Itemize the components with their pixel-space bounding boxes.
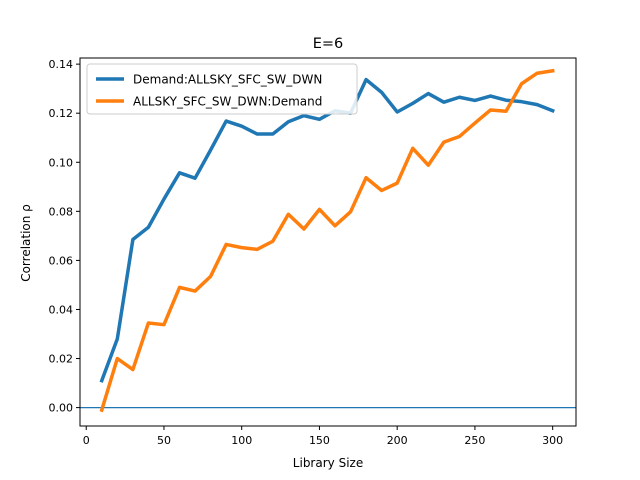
y-tick-label: 0.02 [49,353,74,366]
y-tick-label: 0.08 [49,205,74,218]
y-tick-label: 0.10 [49,156,74,169]
series-line-2 [99,68,555,413]
legend: Demand:ALLSKY_SFC_SW_DWN ALLSKY_SFC_SW_DW… [86,63,358,115]
series-line-1 [99,77,555,383]
x-tick-label: 250 [464,434,485,447]
x-tick-label: 150 [309,434,330,447]
x-tick-label: 100 [231,434,252,447]
x-tick-label: 200 [387,434,408,447]
x-tick-label: 0 [83,434,90,447]
y-axis-label: Correlation ρ [19,204,33,282]
x-tick-label: 300 [542,434,563,447]
x-axis-label: Library Size [293,456,363,470]
y-tick-label: 0.14 [49,58,74,71]
legend-label-1: Demand:ALLSKY_SFC_SW_DWN [133,73,322,87]
y-tick-label: 0.06 [49,254,74,267]
axes-frame [79,57,577,427]
y-tick-label: 0.12 [49,107,74,120]
legend-frame [86,63,358,115]
x-tick-label: 50 [157,434,171,447]
legend-label-2: ALLSKY_SFC_SW_DWN:Demand [133,95,322,109]
chart-title: E=6 [313,36,344,52]
y-tick-label: 0.04 [49,303,74,316]
plot-area: 0 50 100 150 200 250 300 0.00 0.02 0.04 0.06 0.08 0.… [49,57,577,447]
y-tick-label: 0.00 [49,402,74,415]
